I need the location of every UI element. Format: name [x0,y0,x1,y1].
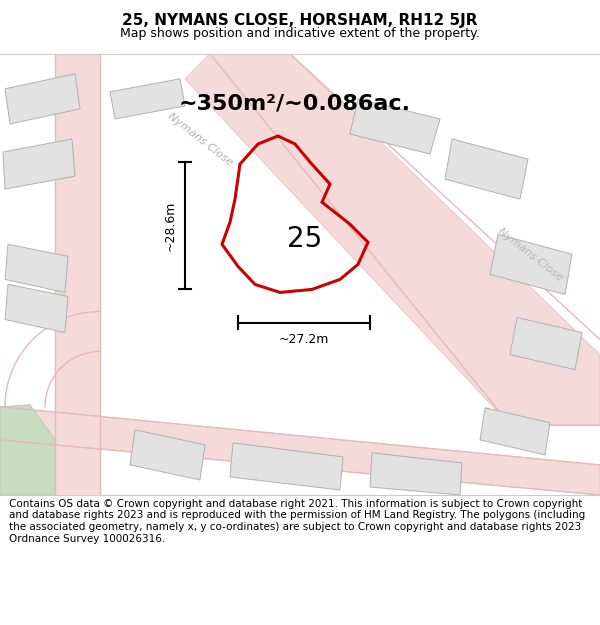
Text: 25: 25 [287,225,323,253]
Polygon shape [350,99,440,154]
Text: Nymans Close: Nymans Close [166,111,235,168]
Polygon shape [445,139,528,199]
Text: Nymans Close: Nymans Close [496,226,565,282]
Polygon shape [490,234,572,294]
Polygon shape [5,244,68,292]
Polygon shape [5,74,80,124]
Polygon shape [510,318,582,369]
Polygon shape [480,408,550,455]
Text: ~350m²/~0.086ac.: ~350m²/~0.086ac. [179,94,411,114]
Polygon shape [0,405,55,495]
Polygon shape [5,284,68,332]
Text: ~27.2m: ~27.2m [279,332,329,346]
Polygon shape [0,407,600,495]
Polygon shape [230,443,343,490]
Text: Map shows position and indicative extent of the property.: Map shows position and indicative extent… [120,28,480,40]
Text: Contains OS data © Crown copyright and database right 2021. This information is : Contains OS data © Crown copyright and d… [9,499,585,544]
Polygon shape [55,54,100,495]
Text: 25, NYMANS CLOSE, HORSHAM, RH12 5JR: 25, NYMANS CLOSE, HORSHAM, RH12 5JR [122,13,478,28]
Polygon shape [110,79,185,119]
Text: ~28.6m: ~28.6m [164,201,177,251]
Polygon shape [3,139,75,189]
Polygon shape [130,430,205,480]
Polygon shape [185,54,600,425]
Polygon shape [370,453,462,495]
